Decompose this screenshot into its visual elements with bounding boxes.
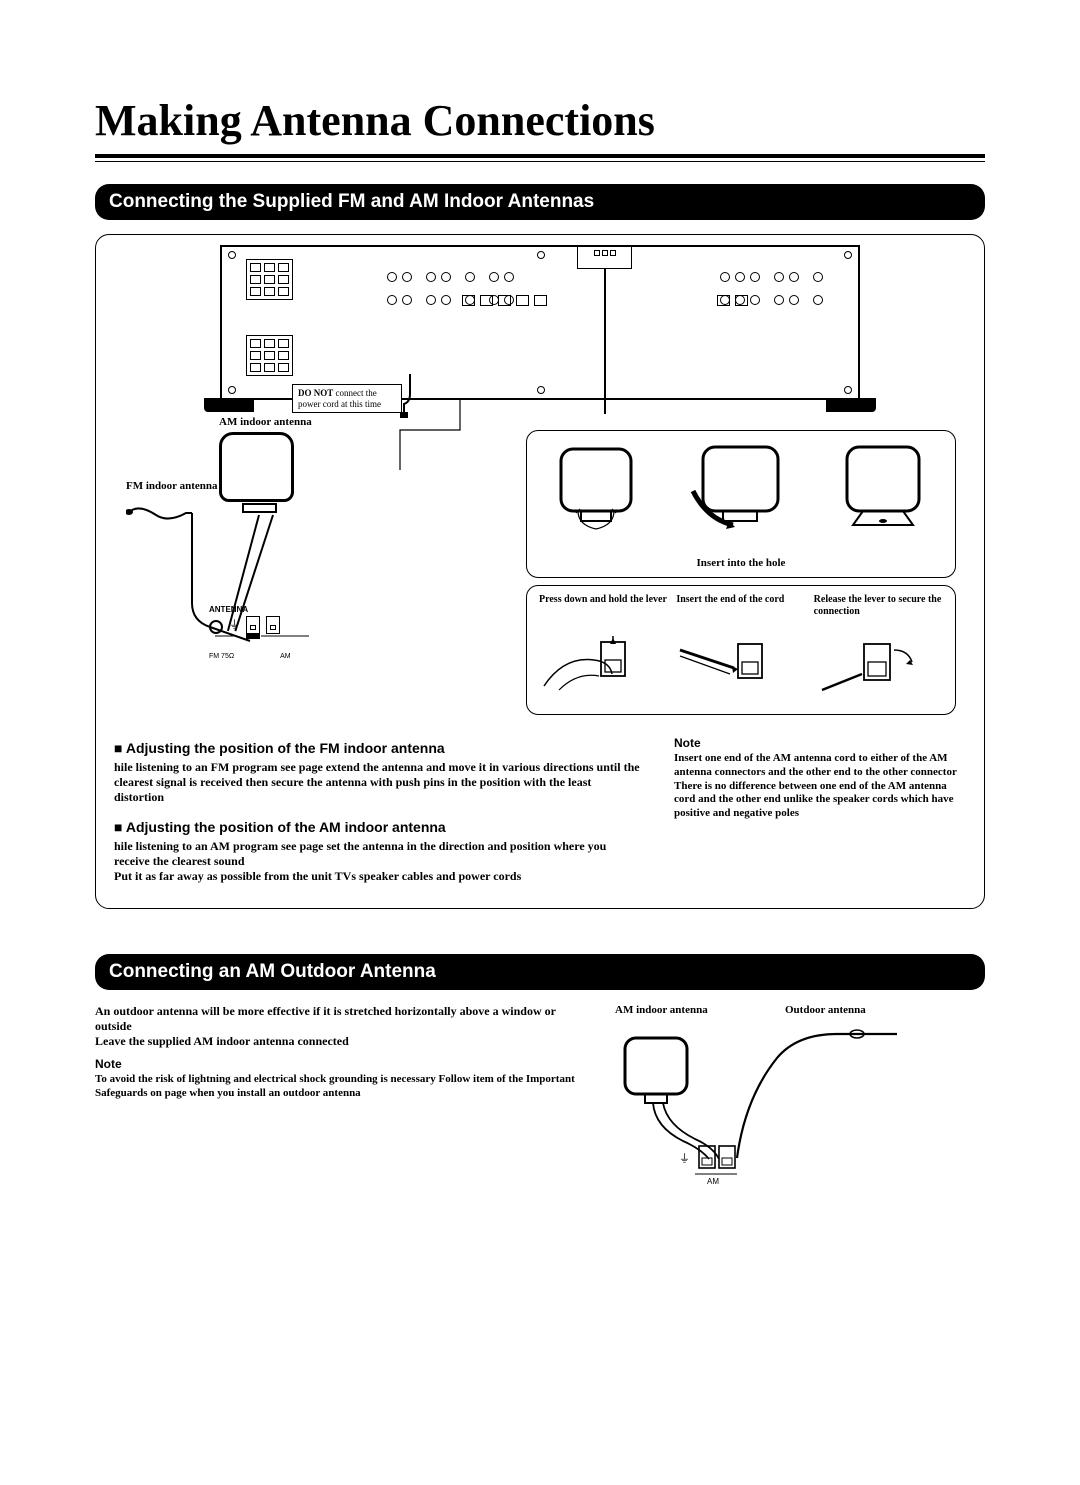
callout-line [360, 400, 480, 600]
am-adjust-body1: hile listening to an AM program see page… [114, 839, 644, 869]
outdoor-note-body: To avoid the risk of lightning and elect… [95, 1073, 585, 1101]
receiver-antenna-socket [577, 247, 632, 269]
insert-hole-caption: Insert into the hole [527, 557, 955, 569]
receiver-rear-panel: DO NOT connect the power cord at this ti… [220, 245, 860, 400]
step2-label: Insert the end of the cord [676, 594, 805, 632]
am-terminal-label: AM [280, 653, 291, 660]
outdoor-am-terminal-label: AM [707, 1177, 719, 1186]
fm-terminal-label: FM 75Ω [209, 653, 234, 660]
outdoor-diagram: ⏚ AM [605, 1020, 925, 1190]
note-heading: Note [674, 736, 966, 750]
section-header-outdoor: Connecting an AM Outdoor Antenna [95, 954, 985, 990]
outdoor-section: An outdoor antenna will be more effectiv… [95, 1004, 985, 1195]
title-divider [95, 154, 985, 162]
antenna-terminal-label: ANTENNA [209, 605, 359, 614]
step1-icon [539, 636, 659, 706]
loop-step3-icon [833, 441, 933, 541]
loop-assembly-panel: Insert into the hole [526, 430, 956, 578]
step3-label: Release the lever to secure the connecti… [814, 594, 943, 632]
outdoor-body2: Leave the supplied AM indoor antenna con… [95, 1034, 585, 1049]
am-indoor-label: AM indoor antenna [219, 416, 312, 428]
svg-text:⏚: ⏚ [679, 1152, 690, 1165]
indoor-diagram-container: DO NOT connect the power cord at this ti… [95, 234, 985, 909]
step3-icon [814, 636, 934, 706]
loop-step1-icon [549, 441, 644, 541]
antenna-terminal-detail: ANTENNA ⏚ FM 75Ω AM [209, 605, 359, 660]
step2-icon [676, 636, 796, 706]
outdoor-body1: An outdoor antenna will be more effectiv… [95, 1004, 585, 1034]
page-title: Making Antenna Connections [95, 95, 985, 146]
am-adjust-body2: Put it as far away as possible from the … [114, 869, 644, 884]
outdoor-note-heading: Note [95, 1057, 585, 1071]
fm-indoor-label: FM indoor antenna [126, 480, 217, 492]
outdoor-antenna-label: Outdoor antenna [785, 1004, 866, 1016]
fm-adjust-body: hile listening to an FM program see page… [114, 760, 644, 805]
note-body: Insert one end of the AM antenna cord to… [674, 752, 966, 821]
outdoor-am-indoor-label: AM indoor antenna [615, 1004, 708, 1016]
loop-step2-icon [683, 441, 793, 541]
am-adjust-heading: Adjusting the position of the AM indoor … [114, 819, 644, 835]
step1-label: Press down and hold the lever [539, 594, 668, 632]
lever-steps-panel: Press down and hold the lever Insert the… [526, 585, 956, 715]
antenna-hookup-diagram: AM indoor antenna FM indoor antenna ANTE… [114, 410, 966, 720]
indoor-text-section: Adjusting the position of the FM indoor … [114, 734, 966, 884]
section-header-indoor: Connecting the Supplied FM and AM Indoor… [95, 184, 985, 220]
fm-adjust-heading: Adjusting the position of the FM indoor … [114, 740, 644, 756]
